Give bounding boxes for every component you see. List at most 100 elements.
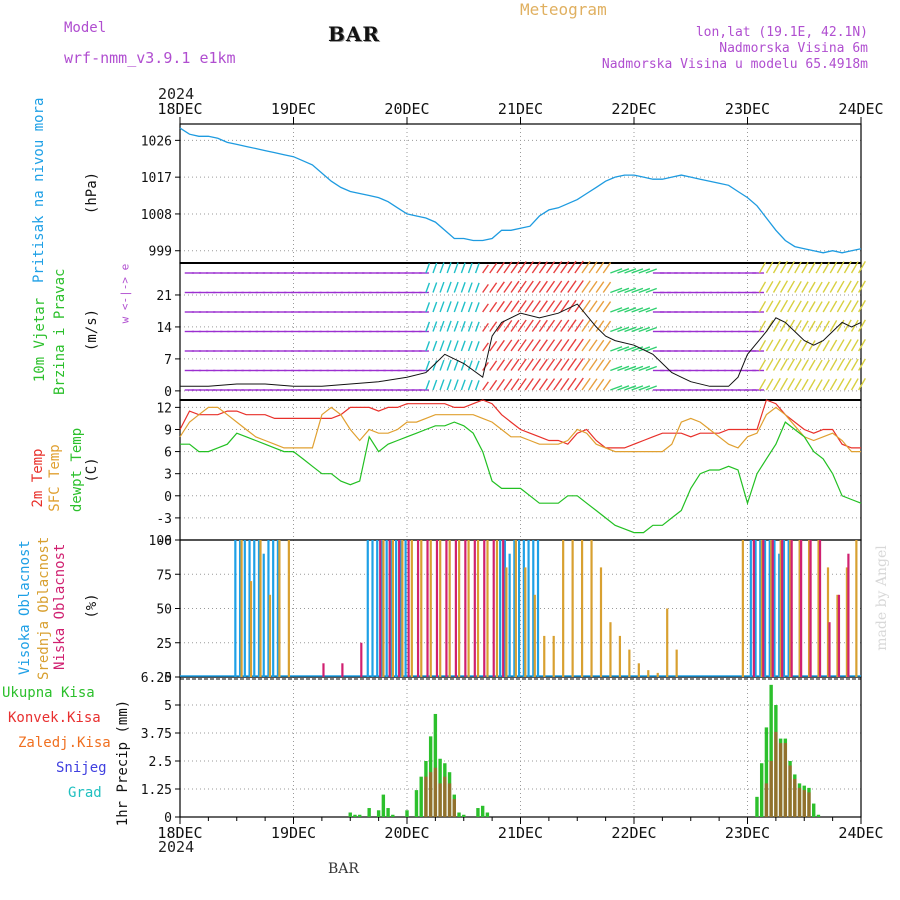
cloud-bar-low [360,642,363,677]
cloud-bar-high [763,540,767,677]
cloud-bar-mid [249,581,253,677]
y-tick-label: 1017 [141,171,172,186]
cloud-bar-low [398,540,401,677]
cloud-bar-mid [401,540,404,677]
wind-barb [425,360,431,371]
wind-barb [829,261,838,274]
wind-barb [545,378,556,391]
wind-barb [624,365,637,372]
wind-barb [794,319,802,332]
wind-barb [610,268,623,274]
wind-barb [822,320,830,332]
wind-barb [822,359,830,371]
wind-barb [808,359,816,371]
cloud-bar-mid [779,540,782,677]
x-tick-label-bottom: 20DEC [384,824,429,842]
wind-barb [822,339,830,352]
wind-barb [432,282,438,293]
wind-barb [815,320,823,332]
cloud-bar-mid [410,540,413,677]
wind-barb [801,261,809,274]
wind-barb [765,378,774,391]
precip-bar-convective [769,761,773,817]
cloud-bar-high [376,540,379,677]
wind-barb [645,385,657,391]
wind-barb [460,379,466,391]
wind-barb [425,302,431,313]
wind-barb [595,359,605,371]
cloud-bar-high [508,553,511,677]
wind-barb [489,282,498,293]
wind-barb [482,283,489,293]
wind-barb [467,282,473,293]
wind-barb [772,377,781,391]
wind-barb [645,268,657,274]
year-top: 2024 [158,85,195,103]
footer-station: BAR [328,861,359,877]
cloud-bar-mid [826,567,830,677]
precip-bar-total [367,808,371,817]
wind-barb [496,261,505,274]
cloud-bar-mid [439,540,442,677]
x-tick-label-top: 18DEC [157,100,202,118]
wind-barb [496,320,505,332]
legend-snow: Snijeg [56,760,107,776]
cloud-bar-high [754,540,757,677]
wind-barb [602,281,612,293]
cloud-bar-low [435,540,439,677]
wind-barb [801,378,809,391]
y-tick-label: 3 [164,468,172,483]
y-tick-label: 1.25 [141,783,172,798]
wind-barb [581,280,591,293]
wind-barb [553,319,563,332]
cloud-bar-low [322,663,325,677]
cloud-bar-mid [855,540,858,677]
wind-barb [425,263,431,274]
wind-barb [772,260,781,274]
wind-barb [758,359,767,371]
wind-barb [815,262,823,274]
y-tick-label: 0 [164,385,172,400]
wind-barb [631,326,644,333]
x-tick-label-bottom: 21DEC [498,824,543,842]
wind-barb [829,378,838,391]
cloud-bar-mid [514,540,517,677]
wind-barb [787,358,795,371]
wind-barb [517,300,527,313]
wind-barb [474,380,480,391]
wind-barb [588,378,598,391]
wind-barb [524,339,534,352]
panel-pressure: 1026 1017 1008 999 [141,123,862,264]
precip-bar-total [353,814,357,817]
wind-barb [460,360,466,371]
wind-barb [489,321,498,332]
wind-barb [772,338,781,352]
wind-barb [815,379,823,391]
wind-barb [843,261,852,274]
cloud-bar-high [518,540,521,677]
wind-barb [801,300,809,313]
wind-barb [460,262,466,274]
wind-barb [567,358,577,371]
precip-bar-total [405,810,409,817]
wind-barb [574,319,584,332]
wind-barb [503,378,513,391]
wind-barb [815,281,823,293]
cloud-bar-low [752,540,755,677]
wind-barb [560,338,570,352]
wind-barb [858,261,866,274]
cloud-bar-low [473,540,476,677]
wind-barb [496,359,505,371]
cloud-bar-mid [259,540,262,677]
wind-barb [808,281,816,293]
wind-barb [858,280,866,293]
wind-barb [815,301,823,313]
cloud-bar-mid [476,540,480,677]
cloud-bar-high [527,540,530,677]
wind-barb [510,280,520,293]
wind-barb [588,300,598,313]
cloud-bar-high [371,540,374,677]
wind-barb [595,300,605,313]
wind-barb [794,378,802,391]
x-tick-label-top: 22DEC [611,100,656,118]
